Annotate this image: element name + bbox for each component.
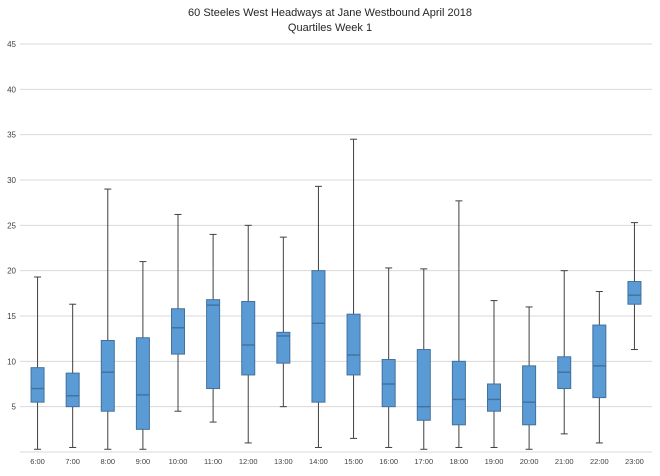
y-axis-tick-label: 20 (7, 267, 16, 276)
quartile-box (135, 337, 150, 430)
quartile-box (206, 299, 221, 390)
y-axis-tick-label: 25 (7, 221, 16, 230)
x-axis-tick-label: 7:00 (65, 457, 80, 466)
x-axis-tick-label: 19:00 (485, 457, 504, 466)
quartile-box (416, 349, 431, 421)
quartile-box (592, 324, 607, 399)
quartile-box (346, 313, 361, 376)
chart-title-line1: 60 Steeles West Headways at Jane Westbou… (188, 7, 472, 19)
x-axis-tick-label: 23:00 (625, 457, 644, 466)
quartile-box (276, 331, 291, 364)
x-axis-tick-label: 16:00 (379, 457, 398, 466)
x-axis-tick-label: 9:00 (136, 457, 151, 466)
y-axis-tick-label: 15 (7, 312, 16, 321)
y-axis-tick-label: 40 (7, 85, 16, 94)
quartile-box (381, 359, 396, 408)
x-axis-tick-label: 22:00 (590, 457, 609, 466)
x-axis-tick-label: 6:00 (30, 457, 45, 466)
quartile-box (65, 372, 80, 408)
x-axis-tick-label: 10:00 (169, 457, 188, 466)
x-axis-tick-label: 21:00 (555, 457, 574, 466)
x-axis-tick-label: 17:00 (414, 457, 433, 466)
quartile-box (487, 383, 501, 412)
x-axis-tick-label: 20:00 (520, 457, 539, 466)
chart-title-line2: Quartiles Week 1 (288, 22, 372, 34)
x-axis-tick-label: 13:00 (274, 457, 293, 466)
x-axis-tick-label: 12:00 (239, 457, 258, 466)
y-axis-tick-label: 45 (7, 40, 16, 49)
x-axis-tick-label: 11:00 (204, 457, 222, 466)
x-axis-tick-label: 14:00 (309, 457, 328, 466)
x-axis-tick-label: 15:00 (344, 457, 363, 466)
quartile-box (30, 367, 45, 403)
quartile-box (311, 270, 326, 403)
y-axis-tick-label: 35 (7, 131, 16, 140)
quartile-box (241, 300, 256, 376)
quartile-box (522, 365, 537, 426)
x-axis-tick-label: 18:00 (449, 457, 468, 466)
plot-area: 5 10 15 20 25 30 35 40 45 6:00 7:00 8:00 9:00 10:00 11… (7, 40, 652, 466)
quartile-box (171, 308, 185, 355)
y-axis-tick-label: 30 (7, 176, 16, 185)
quartile-box (451, 360, 466, 426)
quartile-box (100, 339, 115, 412)
y-axis-tick-label: 5 (12, 403, 17, 412)
quartile-box (627, 281, 642, 305)
x-axis-tick-label: 8:00 (100, 457, 115, 466)
y-axis-tick-label: 10 (7, 357, 16, 366)
